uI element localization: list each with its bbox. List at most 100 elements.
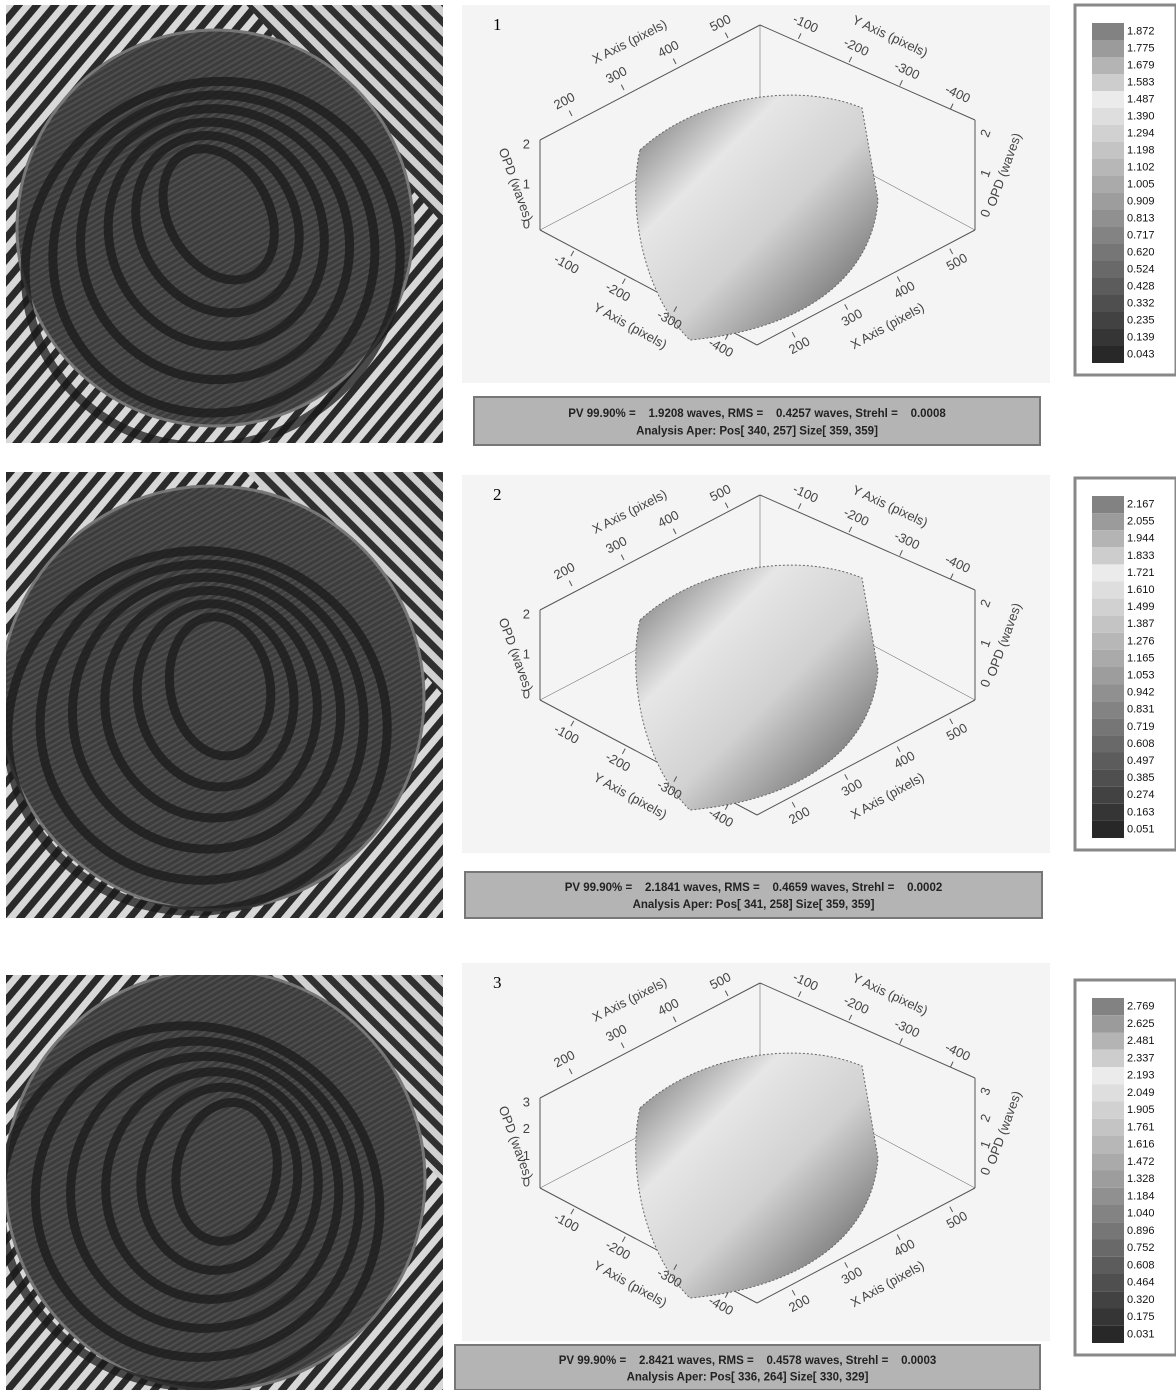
colorbar-label: 0.175 [1127, 1311, 1155, 1323]
colorbar-swatch [1092, 667, 1124, 684]
stats-line: Analysis Aper: Pos[ 336, 264] Size[ 330,… [627, 1371, 869, 1383]
colorbar-label: 1.184 [1127, 1190, 1155, 1202]
stats-line: PV 99.90% = 1.9208 waves, RMS = 0.4257 w… [568, 408, 946, 420]
colorbar-swatch [1092, 312, 1124, 329]
colorbar-label: 0.909 [1127, 195, 1155, 207]
colorbar-label: 0.608 [1127, 1259, 1155, 1271]
colorbar-label: 1.276 [1127, 635, 1155, 647]
colorbar-swatch [1092, 125, 1124, 142]
colorbar-label: 0.620 [1127, 246, 1155, 258]
colorbar-swatch [1092, 1222, 1124, 1239]
figure: 1200300400500X Axis (pixels)-100-200-300… [0, 0, 1176, 1390]
colorbar-swatch [1092, 633, 1124, 650]
colorbar-label: 2.055 [1127, 516, 1155, 528]
colorbar-label: 1.328 [1127, 1173, 1155, 1185]
colorbar-label: 1.944 [1127, 533, 1155, 545]
colorbar-label: 0.752 [1127, 1242, 1155, 1254]
colorbar-swatch [1092, 513, 1124, 530]
colorbar-label: 1.833 [1127, 550, 1155, 562]
colorbar-frame [1075, 478, 1176, 850]
colorbar-swatch [1092, 142, 1124, 159]
colorbar-swatch [1092, 1240, 1124, 1257]
colorbar-swatch [1092, 1067, 1124, 1084]
colorbar-label: 1.499 [1127, 601, 1155, 613]
colorbar-label: 1.872 [1127, 25, 1155, 37]
tick-label: 3 [523, 1094, 530, 1109]
colorbar-label: 1.165 [1127, 652, 1155, 664]
colorbar-swatch [1092, 1171, 1124, 1188]
interferogram [0, 472, 443, 941]
colorbar-swatch [1092, 1050, 1124, 1067]
colorbar-swatch [1092, 1205, 1124, 1222]
colorbar-label: 0.043 [1127, 348, 1155, 360]
colorbar-label: 0.274 [1127, 789, 1155, 801]
colorbar-swatch [1092, 1188, 1124, 1205]
colorbar-label: 1.102 [1127, 161, 1155, 173]
colorbar-label: 0.464 [1127, 1277, 1155, 1289]
colorbar-label: 0.831 [1127, 704, 1155, 716]
colorbar-swatch [1092, 753, 1124, 770]
colorbar-swatch [1092, 1274, 1124, 1291]
colorbar-swatch [1092, 821, 1124, 838]
panel-label: 3 [493, 973, 502, 992]
stats-line: Analysis Aper: Pos[ 340, 257] Size[ 359,… [636, 426, 878, 438]
colorbar-swatch [1092, 74, 1124, 91]
colorbar-label: 1.721 [1127, 567, 1155, 579]
colorbar-label: 0.719 [1127, 721, 1155, 733]
colorbar-label: 1.390 [1127, 110, 1155, 122]
panel-label: 2 [493, 485, 502, 504]
colorbar-swatch [1092, 244, 1124, 261]
colorbar-label: 2.481 [1127, 1035, 1155, 1047]
colorbar-swatch [1092, 159, 1124, 176]
colorbar-swatch [1092, 787, 1124, 804]
colorbar-swatch [1092, 108, 1124, 125]
colorbar-swatch [1092, 1084, 1124, 1101]
colorbar-swatch [1092, 650, 1124, 667]
colorbar-label: 0.163 [1127, 806, 1155, 818]
page: {"panels": [ {"label": "1", "axes": {"x"… [0, 0, 1176, 1390]
colorbar-label: 2.049 [1127, 1087, 1155, 1099]
colorbar-swatch [1092, 599, 1124, 616]
colorbar-swatch [1092, 616, 1124, 633]
colorbar-swatch [1092, 684, 1124, 701]
colorbar-label: 1.610 [1127, 584, 1155, 596]
colorbar-label: 0.942 [1127, 687, 1155, 699]
colorbar-swatch [1092, 278, 1124, 295]
colorbar-label: 0.524 [1127, 263, 1155, 275]
colorbar-label: 0.332 [1127, 297, 1155, 309]
colorbar-label: 2.625 [1127, 1018, 1155, 1030]
colorbar-label: 1.905 [1127, 1104, 1155, 1116]
colorbar-swatch [1092, 227, 1124, 244]
colorbar-swatch [1092, 1309, 1124, 1326]
colorbar-swatch [1092, 210, 1124, 227]
colorbar-label: 0.717 [1127, 229, 1155, 241]
colorbar-swatch [1092, 718, 1124, 735]
colorbar-swatch [1092, 701, 1124, 718]
colorbar-swatch [1092, 547, 1124, 564]
colorbar-swatch [1092, 770, 1124, 787]
colorbar-label: 1.040 [1127, 1208, 1155, 1220]
colorbar-swatch [1092, 564, 1124, 581]
colorbar-swatch [1092, 496, 1124, 513]
colorbar-label: 0.385 [1127, 772, 1155, 784]
colorbar-swatch [1092, 261, 1124, 278]
colorbar-swatch [1092, 57, 1124, 74]
colorbar-swatch [1092, 23, 1124, 40]
tick-label: 2 [523, 136, 530, 151]
aperture [17, 30, 413, 426]
tick-label: 2 [523, 1121, 530, 1136]
colorbar-label: 0.031 [1127, 1328, 1155, 1340]
interferogram [0, 5, 467, 515]
colorbar-swatch [1092, 735, 1124, 752]
colorbar-swatch [1092, 346, 1124, 363]
colorbar-label: 2.769 [1127, 1001, 1155, 1013]
stats-line: PV 99.90% = 2.1841 waves, RMS = 0.4659 w… [565, 882, 943, 894]
colorbar-swatch [1092, 40, 1124, 57]
colorbar-label: 0.320 [1127, 1294, 1155, 1306]
tick-label: 2 [523, 606, 530, 621]
colorbar-label: 2.167 [1127, 498, 1155, 510]
colorbar-frame [1075, 5, 1176, 375]
colorbar-label: 1.053 [1127, 669, 1155, 681]
colorbar-swatch [1092, 329, 1124, 346]
colorbar-label: 1.616 [1127, 1139, 1155, 1151]
